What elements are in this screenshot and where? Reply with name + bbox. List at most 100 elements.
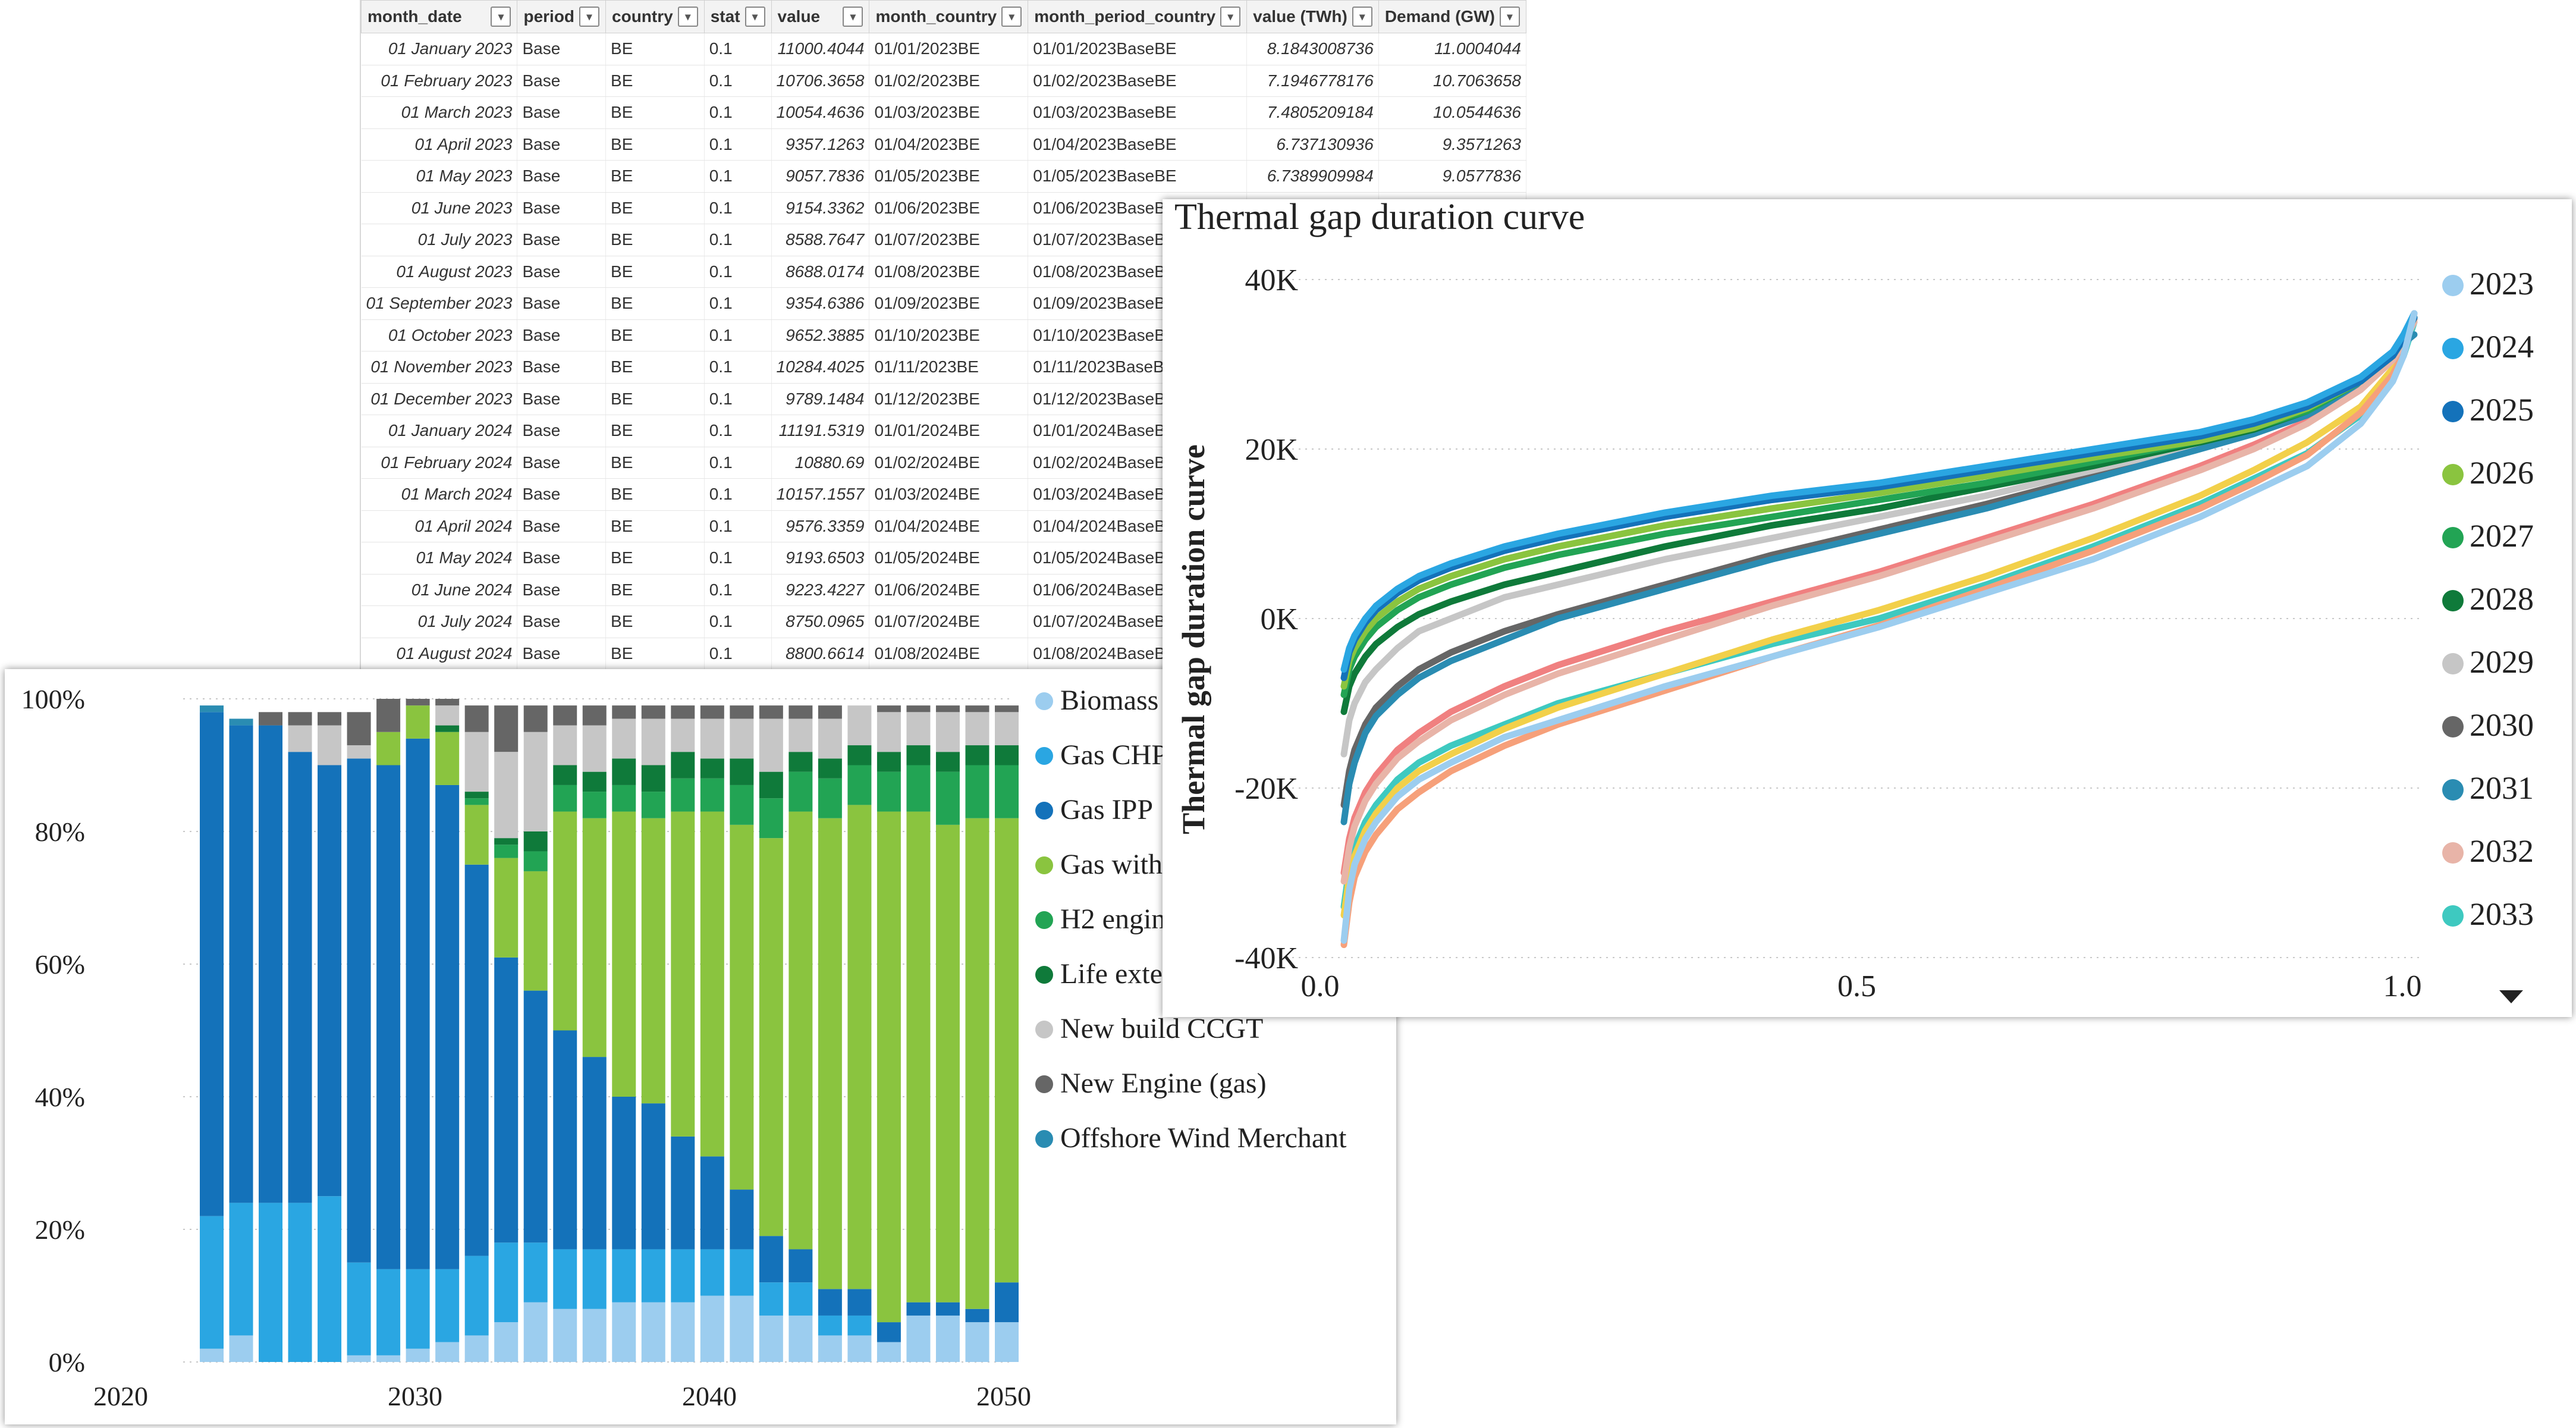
bar-segment[interactable] [906, 745, 931, 765]
column-header[interactable]: country ▾ [605, 0, 705, 33]
bar-segment[interactable] [347, 712, 371, 746]
chevron-down-icon[interactable]: ▾ [579, 7, 600, 27]
bar-segment[interactable] [435, 705, 460, 726]
bar-segment[interactable] [700, 778, 724, 812]
bar-segment[interactable] [200, 1216, 224, 1349]
bar-segment[interactable] [376, 1269, 401, 1355]
bar-segment[interactable] [523, 871, 548, 991]
bar-segment[interactable] [700, 1249, 724, 1296]
bar-segment[interactable] [877, 771, 901, 812]
bar-segment[interactable] [435, 732, 460, 785]
bar-segment[interactable] [259, 725, 283, 1203]
bar-segment[interactable] [494, 957, 519, 1243]
bar-segment[interactable] [700, 705, 724, 719]
bar-segment[interactable] [965, 745, 989, 765]
bar-segment[interactable] [818, 1335, 842, 1362]
bar-segment[interactable] [494, 705, 519, 752]
chevron-down-icon[interactable]: ▾ [744, 7, 765, 27]
column-header[interactable]: period ▾ [517, 0, 607, 33]
chevron-down-icon[interactable]: ▾ [843, 7, 863, 27]
bar-segment[interactable] [612, 758, 636, 785]
bar-segment[interactable] [818, 818, 842, 1289]
bar-segment[interactable] [671, 811, 695, 1137]
bar-segment[interactable] [553, 1249, 577, 1309]
series-line[interactable] [1340, 331, 2418, 826]
bar-segment[interactable] [788, 718, 813, 752]
bar-segment[interactable] [376, 1355, 401, 1362]
bar-segment[interactable] [730, 758, 754, 785]
bar-segment[interactable] [318, 712, 342, 726]
bar-segment[interactable] [553, 725, 577, 765]
bar-segment[interactable] [347, 1262, 371, 1355]
bar-segment[interactable] [759, 1315, 783, 1362]
column-header[interactable]: Demand (GW) ▾ [1378, 0, 1526, 33]
bar-segment[interactable] [877, 712, 901, 752]
bar-segment[interactable] [347, 745, 371, 759]
bar-segment[interactable] [965, 1308, 989, 1323]
bar-segment[interactable] [523, 990, 548, 1243]
bar-segment[interactable] [376, 732, 401, 765]
bar-segment[interactable] [494, 845, 519, 858]
bar-segment[interactable] [818, 1315, 842, 1336]
bar-segment[interactable] [553, 811, 577, 1031]
chevron-down-icon[interactable]: ▾ [1499, 7, 1520, 27]
series-line[interactable] [1340, 318, 2418, 910]
bar-segment[interactable] [553, 705, 577, 726]
bar-segment[interactable] [612, 718, 636, 759]
bar-segment[interactable] [759, 771, 783, 799]
chevron-down-icon[interactable]: ▾ [1001, 7, 1022, 27]
bar-segment[interactable] [788, 811, 813, 1250]
bar-segment[interactable] [818, 758, 842, 779]
bar-segment[interactable] [582, 725, 607, 772]
bar-segment[interactable] [730, 824, 754, 1190]
bar-segment[interactable] [464, 1256, 489, 1336]
bar-segment[interactable] [347, 1355, 371, 1362]
bar-segment[interactable] [759, 705, 783, 719]
bar-segment[interactable] [877, 752, 901, 772]
bar-segment[interactable] [259, 712, 283, 726]
bar-segment[interactable] [582, 705, 607, 726]
chevron-down-icon[interactable]: ▾ [1220, 7, 1241, 27]
bar-segment[interactable] [759, 1236, 783, 1283]
bar-segment[interactable] [700, 758, 724, 779]
bar-segment[interactable] [700, 811, 724, 1157]
bar-segment[interactable] [406, 1348, 430, 1362]
bar-segment[interactable] [288, 725, 312, 752]
bar-segment[interactable] [406, 738, 430, 1269]
bar-segment[interactable] [406, 1269, 430, 1349]
bar-segment[interactable] [847, 745, 872, 765]
bar-segment[interactable] [464, 792, 489, 799]
bar-segment[interactable] [730, 1249, 754, 1296]
bar-segment[interactable] [759, 1282, 783, 1316]
bar-segment[interactable] [553, 1308, 577, 1362]
bar-segment[interactable] [759, 798, 783, 839]
bar-segment[interactable] [612, 705, 636, 719]
bar-segment[interactable] [553, 784, 577, 812]
bar-segment[interactable] [730, 705, 754, 719]
series-line[interactable] [1340, 314, 2418, 919]
bar-segment[interactable] [935, 705, 960, 713]
bar-segment[interactable] [435, 1269, 460, 1342]
bar-segment[interactable] [995, 705, 1019, 713]
bar-segment[interactable] [935, 712, 960, 752]
bar-segment[interactable] [759, 718, 783, 772]
bar-segment[interactable] [818, 705, 842, 719]
bar-segment[interactable] [435, 1342, 460, 1362]
bar-segment[interactable] [671, 1249, 695, 1303]
bar-segment[interactable] [641, 1302, 665, 1362]
bar-segment[interactable] [612, 1097, 636, 1250]
bar-segment[interactable] [229, 1335, 253, 1362]
column-header[interactable]: month_date ▾ [361, 0, 518, 33]
bar-segment[interactable] [523, 851, 548, 871]
bar-segment[interactable] [494, 858, 519, 958]
bar-segment[interactable] [847, 805, 872, 1289]
column-header[interactable]: month_country ▾ [869, 0, 1029, 33]
bar-segment[interactable] [788, 1315, 813, 1362]
bar-segment[interactable] [995, 1282, 1019, 1323]
chevron-down-icon[interactable]: ▾ [491, 7, 511, 27]
bar-segment[interactable] [523, 1302, 548, 1362]
column-header[interactable]: stat ▾ [703, 0, 772, 33]
bar-segment[interactable] [464, 705, 489, 732]
bar-segment[interactable] [995, 712, 1019, 746]
bar-segment[interactable] [730, 1190, 754, 1250]
